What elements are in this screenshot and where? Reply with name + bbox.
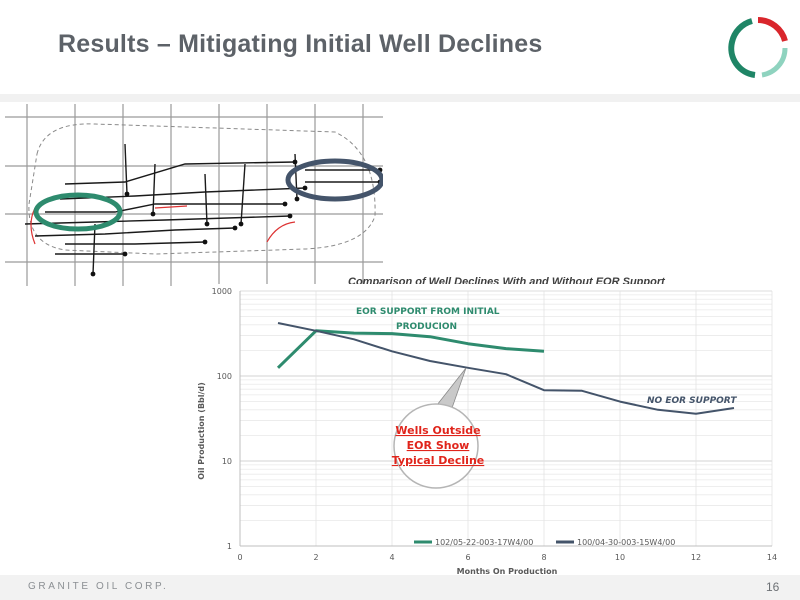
logo-red-arc xyxy=(757,17,788,42)
well-trajectories xyxy=(24,143,380,275)
y-axis-label: Oil Production (Bbl/d) xyxy=(197,382,206,480)
x-tick-label: 8 xyxy=(541,553,546,562)
red-injection-arrow xyxy=(154,205,188,209)
well-trajectory xyxy=(240,163,246,225)
well-head xyxy=(232,225,238,231)
series-lines xyxy=(276,322,735,415)
slide-title: Results – Mitigating Initial Well Declin… xyxy=(58,30,543,58)
decline-chart: 1 10 100 1000 0 2 4 6 8 10 12 14 Oil Production (B… xyxy=(190,284,790,584)
well-trajectory xyxy=(152,163,156,215)
well-trajectory xyxy=(92,223,96,275)
x-tick-label: 0 xyxy=(237,553,242,562)
red-injection-arrow xyxy=(266,221,296,243)
x-tick-label: 4 xyxy=(389,553,394,562)
non-eor-area-highlight xyxy=(285,158,383,202)
x-tick-label: 2 xyxy=(313,553,318,562)
well-trajectory xyxy=(65,241,206,245)
well-head xyxy=(287,213,293,219)
callout-circle xyxy=(393,403,479,489)
series-line-no-eor xyxy=(277,322,735,415)
well-head xyxy=(150,211,156,217)
x-tick-label: 14 xyxy=(767,553,777,562)
x-axis-ticks: 0 2 4 6 8 10 12 14 xyxy=(237,553,777,562)
x-tick-label: 10 xyxy=(615,553,625,562)
callout-line3: Typical Decline xyxy=(392,454,485,467)
eor-annotation-line1: EOR SUPPORT FROM INITIAL xyxy=(356,307,500,317)
y-tick-label: 1000 xyxy=(212,287,232,296)
y-axis-ticks: 1 10 100 1000 xyxy=(212,287,232,551)
well-trajectory xyxy=(45,203,285,213)
y-tick-label: 100 xyxy=(217,372,232,381)
well-head xyxy=(124,191,130,197)
chart-axes xyxy=(239,291,772,547)
y-tick-label: 10 xyxy=(222,457,232,466)
well-head xyxy=(302,185,308,191)
well-trajectory xyxy=(24,215,291,225)
title-divider xyxy=(0,94,800,102)
well-head xyxy=(238,221,244,227)
chart-gridlines xyxy=(239,290,773,547)
well-trajectory xyxy=(124,143,128,195)
footer-bar xyxy=(0,575,800,600)
x-tick-label: 6 xyxy=(465,553,470,562)
eor-area-highlight xyxy=(33,192,123,232)
eor-annotation-line2: PRODUCION xyxy=(396,322,457,332)
no-eor-annotation: NO EOR SUPPORT xyxy=(647,396,737,406)
callout-line1: Wells Outside xyxy=(395,424,480,437)
well-head xyxy=(202,239,208,245)
well-head xyxy=(294,196,300,202)
series-line-eor xyxy=(276,329,545,369)
legend-label-eor: 102/05-22-003-17W4/00 xyxy=(435,538,533,547)
callout-line2: EOR Show xyxy=(407,439,470,452)
x-tick-label: 12 xyxy=(691,553,701,562)
logo-green-arc xyxy=(728,18,756,78)
page-number: 16 xyxy=(766,580,780,594)
well-head xyxy=(122,251,128,257)
well-head xyxy=(282,201,288,207)
eor-boundary-dashed xyxy=(28,123,376,255)
chart-legend: 102/05-22-003-17W4/00 100/04-30-003-15W4… xyxy=(414,538,675,547)
well-head xyxy=(204,221,210,227)
footer-company: GRANITE OIL CORP. xyxy=(28,581,169,592)
well-head xyxy=(292,159,298,165)
granite-logo-icon xyxy=(728,17,788,78)
well-trajectory xyxy=(34,227,236,237)
well-trajectory xyxy=(204,173,208,225)
logo-mint-arc xyxy=(761,47,788,78)
well-head xyxy=(90,271,96,277)
legend-label-no-eor: 100/04-30-003-15W4/00 xyxy=(577,538,675,547)
x-axis-label: Months On Production xyxy=(457,567,558,576)
y-tick-label: 1 xyxy=(227,542,232,551)
well-map-image xyxy=(5,104,383,286)
well-heads xyxy=(90,159,383,277)
